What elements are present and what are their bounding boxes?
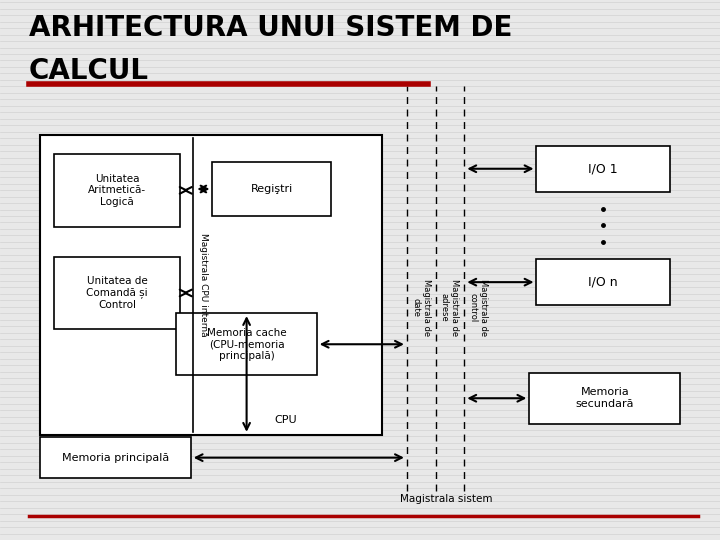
Text: Memoria
secundară: Memoria secundară	[575, 388, 634, 409]
Text: Memoria cache
(CPU-memoria
principală): Memoria cache (CPU-memoria principală)	[207, 328, 287, 361]
Text: Magistrala de
control: Magistrala de control	[469, 279, 488, 336]
Text: I/O 1: I/O 1	[588, 162, 618, 176]
FancyBboxPatch shape	[54, 256, 180, 329]
Text: Magistrala de
adrese: Magistrala de adrese	[440, 279, 459, 336]
Text: Regiştri: Regiştri	[251, 184, 293, 194]
FancyBboxPatch shape	[529, 373, 680, 424]
Text: Magistrala sistem: Magistrala sistem	[400, 494, 492, 504]
FancyBboxPatch shape	[536, 259, 670, 305]
FancyBboxPatch shape	[176, 313, 317, 375]
Text: Unitatea de
Comandă și
Control: Unitatea de Comandă și Control	[86, 276, 148, 310]
Text: CALCUL: CALCUL	[29, 57, 149, 85]
Text: Unitatea
Aritmetică-
Logică: Unitatea Aritmetică- Logică	[88, 174, 146, 207]
FancyBboxPatch shape	[40, 437, 191, 478]
FancyBboxPatch shape	[54, 154, 180, 227]
Text: Memoria principală: Memoria principală	[62, 453, 168, 463]
Text: ARHITECTURA UNUI SISTEM DE: ARHITECTURA UNUI SISTEM DE	[29, 14, 512, 42]
Text: I/O n: I/O n	[588, 275, 618, 289]
FancyBboxPatch shape	[536, 146, 670, 192]
Text: Magistrala de
date: Magistrala de date	[411, 279, 431, 336]
FancyBboxPatch shape	[212, 162, 331, 216]
Text: CPU: CPU	[274, 415, 297, 425]
Text: Magistrala CPU internă: Magistrala CPU internă	[199, 233, 208, 336]
FancyBboxPatch shape	[40, 135, 382, 435]
